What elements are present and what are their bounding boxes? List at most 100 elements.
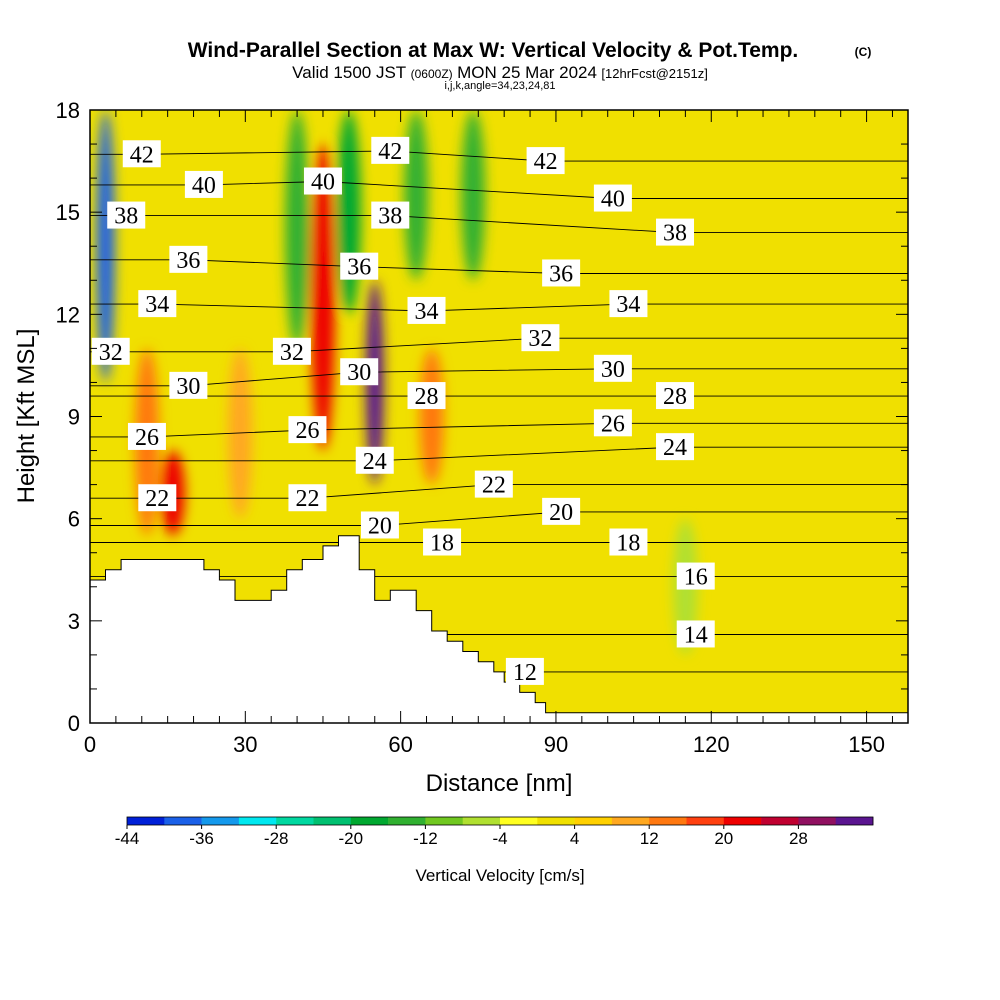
x-axis-label: Distance [nm]: [426, 770, 573, 797]
colorbar-swatch: [238, 817, 277, 825]
colorbar-tick-label: 12: [640, 829, 659, 848]
contour-label-box: [593, 409, 632, 437]
contour-label-text: 36: [176, 248, 200, 274]
contour-label-text: 42: [378, 139, 402, 165]
contour-label-box: [474, 470, 513, 498]
contour-label-box: [407, 382, 446, 410]
y-axis: 0 36 9 12 15 18: [56, 98, 908, 736]
contour-label-box: [505, 657, 544, 685]
colorbar-swatch: [723, 817, 762, 825]
y-tick-label: 15: [56, 200, 80, 225]
contour-label-box: [169, 245, 208, 273]
colorbar-swatch: [649, 817, 687, 825]
chart-subtitle: Valid 1500 JST (0600Z) MON 25 Mar 2024 […: [292, 63, 708, 82]
contour-label-box: [138, 290, 177, 318]
colorbar-swatch: [500, 817, 538, 825]
contour-label-box: [127, 422, 166, 450]
contour-label: 30: [169, 371, 208, 400]
x-tick-label: 120: [693, 732, 730, 757]
contour-label-box: [656, 382, 695, 410]
valid-date: MON 25 Mar 2024: [457, 63, 597, 82]
y-tick-label: 9: [68, 405, 80, 430]
contour-label: 34: [407, 296, 446, 325]
terrain-mask: [90, 535, 908, 723]
contour-label: 28: [407, 382, 446, 410]
contour-label-text: 28: [663, 384, 687, 410]
contour-label-text: 18: [430, 531, 454, 557]
contour-label: 36: [340, 252, 379, 281]
contour-label-text: 34: [145, 292, 169, 318]
contour-label: 12: [505, 657, 544, 686]
colorbar-swatch: [761, 817, 799, 825]
contour-label: 22: [288, 484, 327, 512]
contour-label-text: 30: [176, 374, 200, 400]
contour-label-box: [656, 433, 695, 461]
plot-area: 12 14 16 18 18 20 20 22 22 22 24 24 26 26 26 28 28 30 30 30…: [90, 110, 908, 723]
contour-label: 28: [656, 382, 695, 410]
contour-label-text: 34: [415, 299, 439, 325]
velocity-cell: [310, 144, 335, 451]
contour-label-text: 34: [616, 292, 640, 318]
contour-label: 22: [474, 470, 513, 499]
contour-label-text: 36: [347, 255, 371, 281]
contour-label-text: 32: [99, 340, 123, 366]
y-tick-label: 18: [56, 98, 80, 123]
colorbar-swatch: [201, 817, 240, 825]
contour-label-text: 32: [280, 340, 304, 366]
x-tick-label: 30: [233, 732, 257, 757]
contour-label-box: [355, 446, 394, 474]
contour-label: 36: [169, 245, 208, 274]
contour-label: 40: [303, 167, 342, 196]
contour-label-box: [371, 136, 410, 164]
valid-time: Valid 1500 JST: [292, 63, 406, 82]
contour-label-text: 40: [311, 170, 335, 196]
contour-label-box: [340, 252, 379, 280]
colorbar-tick-label: -12: [413, 829, 438, 848]
velocity-cell: [228, 348, 253, 519]
contour-label-text: 42: [534, 149, 558, 175]
contour-label-box: [107, 201, 146, 229]
contour-label: 40: [184, 170, 223, 199]
contour-label-text: 26: [135, 425, 159, 451]
y-tick-label: 3: [68, 609, 80, 634]
contour-label: 32: [91, 337, 130, 366]
contour-label-box: [360, 511, 399, 539]
contour-label-box: [371, 201, 410, 229]
contour-label-text: 22: [145, 486, 169, 512]
contour-label-text: 22: [482, 473, 506, 499]
contour-label-box: [423, 528, 462, 556]
colorbar-tick-label: -44: [115, 829, 140, 848]
x-axis: 0 30 60 90 120 150: [84, 110, 893, 757]
colorbar-swatch: [462, 817, 501, 825]
contour-label-box: [609, 528, 648, 556]
colorbar-swatch: [611, 817, 650, 825]
colorbar-swatch: [313, 817, 352, 825]
contour-label: 38: [107, 201, 146, 230]
contour-label: 32: [521, 324, 560, 352]
colorbar-tick-label: 28: [789, 829, 808, 848]
y-tick-label: 12: [56, 302, 80, 327]
y-tick-label: 0: [68, 711, 80, 736]
colorbar-tick-label: -20: [339, 829, 364, 848]
colorbar: -44 -36 -28 -20 -12 -4 4 12 20 28: [115, 816, 874, 848]
contour-label-text: 24: [363, 449, 387, 475]
colorbar-swatch: [164, 817, 202, 825]
contour-label-box: [526, 147, 565, 175]
contour-label-box: [521, 324, 560, 352]
contour-label-text: 20: [549, 500, 573, 526]
velocity-cell: [336, 110, 361, 315]
contour-label-text: 38: [378, 204, 402, 230]
contour-label: 40: [593, 184, 632, 213]
contour-label-text: 24: [663, 435, 687, 461]
contour-label: 30: [340, 358, 379, 386]
contour-labels: 12 14 16 18 18 20 20 22 22 22 24 24 26 26 26 28 28 30 30 30…: [91, 136, 715, 686]
contour-label: 30: [593, 354, 632, 383]
contour-label-text: 26: [601, 411, 625, 437]
x-tick-label: 90: [544, 732, 568, 757]
colorbar-tick-label: -28: [264, 829, 289, 848]
contour-label-box: [184, 170, 223, 198]
contour-label-text: 12: [513, 660, 537, 686]
contour-label: 36: [542, 259, 581, 287]
contour-label-box: [303, 167, 342, 195]
contour-label: 42: [526, 147, 565, 175]
